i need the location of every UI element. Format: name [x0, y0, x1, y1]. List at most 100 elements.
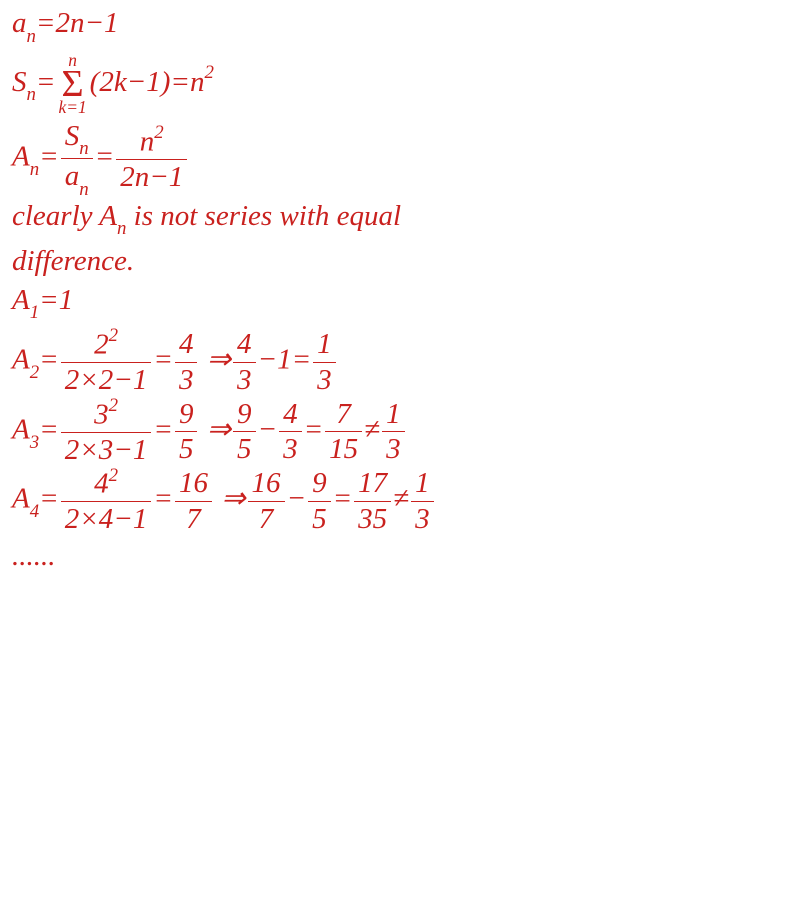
denominator: 5: [308, 502, 331, 534]
denominator: 2×3−1: [61, 433, 152, 465]
numerator: 4: [175, 329, 198, 362]
denominator: 2×2−1: [61, 363, 152, 395]
equals: =: [39, 413, 59, 445]
numerator: 17: [354, 468, 391, 501]
var-A: A: [12, 413, 30, 445]
fraction: 42 2×4−1: [61, 467, 152, 535]
sub-3: 3: [30, 432, 39, 453]
equation-line-4: A1=1: [12, 285, 788, 321]
equals: =: [36, 66, 56, 98]
fraction: 95: [175, 399, 198, 465]
arrow: ⇒: [214, 483, 246, 515]
denominator: 3: [175, 363, 198, 395]
numerator: 1: [382, 399, 405, 432]
var-A: A: [12, 344, 30, 376]
den-sub: n: [79, 179, 88, 200]
numerator: 1: [411, 468, 434, 501]
text: difference.: [12, 245, 134, 277]
fraction: 95: [233, 399, 256, 465]
sigma-symbol: Σ: [59, 67, 87, 101]
text-line-2: difference.: [12, 246, 788, 276]
fraction: 43: [279, 399, 302, 465]
num-sup: 2: [154, 122, 163, 143]
numerator: 16: [175, 468, 212, 501]
sigma-block: nΣk=1: [59, 52, 87, 117]
numerator: 16: [248, 468, 285, 501]
equals: =: [39, 483, 59, 515]
sub-4: 4: [30, 501, 39, 522]
equals: =: [39, 344, 59, 376]
denominator: 3: [233, 363, 256, 395]
sup-2: 2: [204, 62, 213, 83]
fraction: 322×3−1: [61, 398, 152, 466]
equals: =: [153, 413, 173, 445]
den-var: a: [65, 160, 80, 192]
denominator: 7: [175, 502, 212, 534]
fraction: 1735: [354, 468, 391, 534]
equation-line-1: an=2n−1: [12, 8, 788, 44]
numerator: 9: [175, 399, 198, 432]
sub-n: n: [27, 84, 36, 105]
equation-line-5: A2=222×2−1=43 ⇒43−1=13: [12, 328, 788, 396]
fraction: 13: [411, 468, 434, 534]
ellipsis: ......: [12, 540, 56, 572]
var-A: A: [12, 140, 30, 172]
denominator: 2n−1: [116, 160, 187, 192]
fraction: 13: [313, 329, 336, 395]
numerator: 7: [325, 399, 362, 432]
denominator: 7: [248, 502, 285, 534]
var-A: A: [12, 284, 30, 316]
denominator: 5: [175, 432, 198, 464]
denominator: an: [61, 159, 93, 197]
num-var: n: [140, 126, 155, 158]
fraction: n2 2n−1: [116, 125, 187, 193]
minus: −: [258, 413, 278, 445]
denominator: 3: [411, 502, 434, 534]
denominator: 5: [233, 432, 256, 464]
numerator: 9: [233, 399, 256, 432]
text: clearly A: [12, 200, 117, 232]
sigma-bottom: k=1: [59, 99, 87, 116]
num-val: 4: [94, 468, 109, 500]
sub-n: n: [27, 26, 36, 47]
arrow: ⇒: [199, 344, 231, 376]
arrow: ⇒: [199, 413, 231, 445]
numerator: 1: [313, 329, 336, 362]
num-sub: n: [79, 138, 88, 159]
fraction: 13: [382, 399, 405, 465]
not-equal: ≠: [364, 413, 380, 445]
sub-n: n: [30, 159, 39, 180]
denominator: 3: [279, 432, 302, 464]
num-val: 2: [94, 329, 109, 361]
fraction: Snan: [61, 121, 93, 197]
denominator: 2×4−1: [61, 502, 152, 534]
sub-2: 2: [30, 362, 39, 383]
numerator: Sn: [61, 121, 93, 160]
equals: =: [153, 344, 173, 376]
var-S: S: [12, 66, 27, 98]
denominator: 35: [354, 502, 391, 534]
rhs: =1: [39, 284, 73, 316]
fraction: 95: [308, 468, 331, 534]
denominator: 15: [325, 432, 362, 464]
equation-line-2: Sn=nΣk=1(2k−1)=n2: [12, 52, 788, 117]
fraction: 43: [175, 329, 198, 395]
equals: =: [153, 483, 173, 515]
fraction: 715: [325, 399, 362, 465]
minus: −: [287, 483, 307, 515]
equation-line-6: A3=322×3−1=95 ⇒95−43=715≠13: [12, 398, 788, 466]
equals: =: [333, 483, 353, 515]
numerator: 22: [61, 328, 152, 363]
denominator: 3: [382, 432, 405, 464]
minus-one-eq: −1=: [258, 344, 312, 376]
num-sup: 2: [109, 465, 118, 486]
fraction: 43: [233, 329, 256, 395]
numerator: 9: [308, 468, 331, 501]
fraction: 222×2−1: [61, 328, 152, 396]
sub-1: 1: [30, 302, 39, 323]
var-A: A: [12, 483, 30, 515]
equals: =: [39, 140, 59, 172]
ellipsis-line: ......: [12, 541, 788, 571]
fraction: 167: [175, 468, 212, 534]
sum-body: (2k−1)=n: [90, 66, 205, 98]
